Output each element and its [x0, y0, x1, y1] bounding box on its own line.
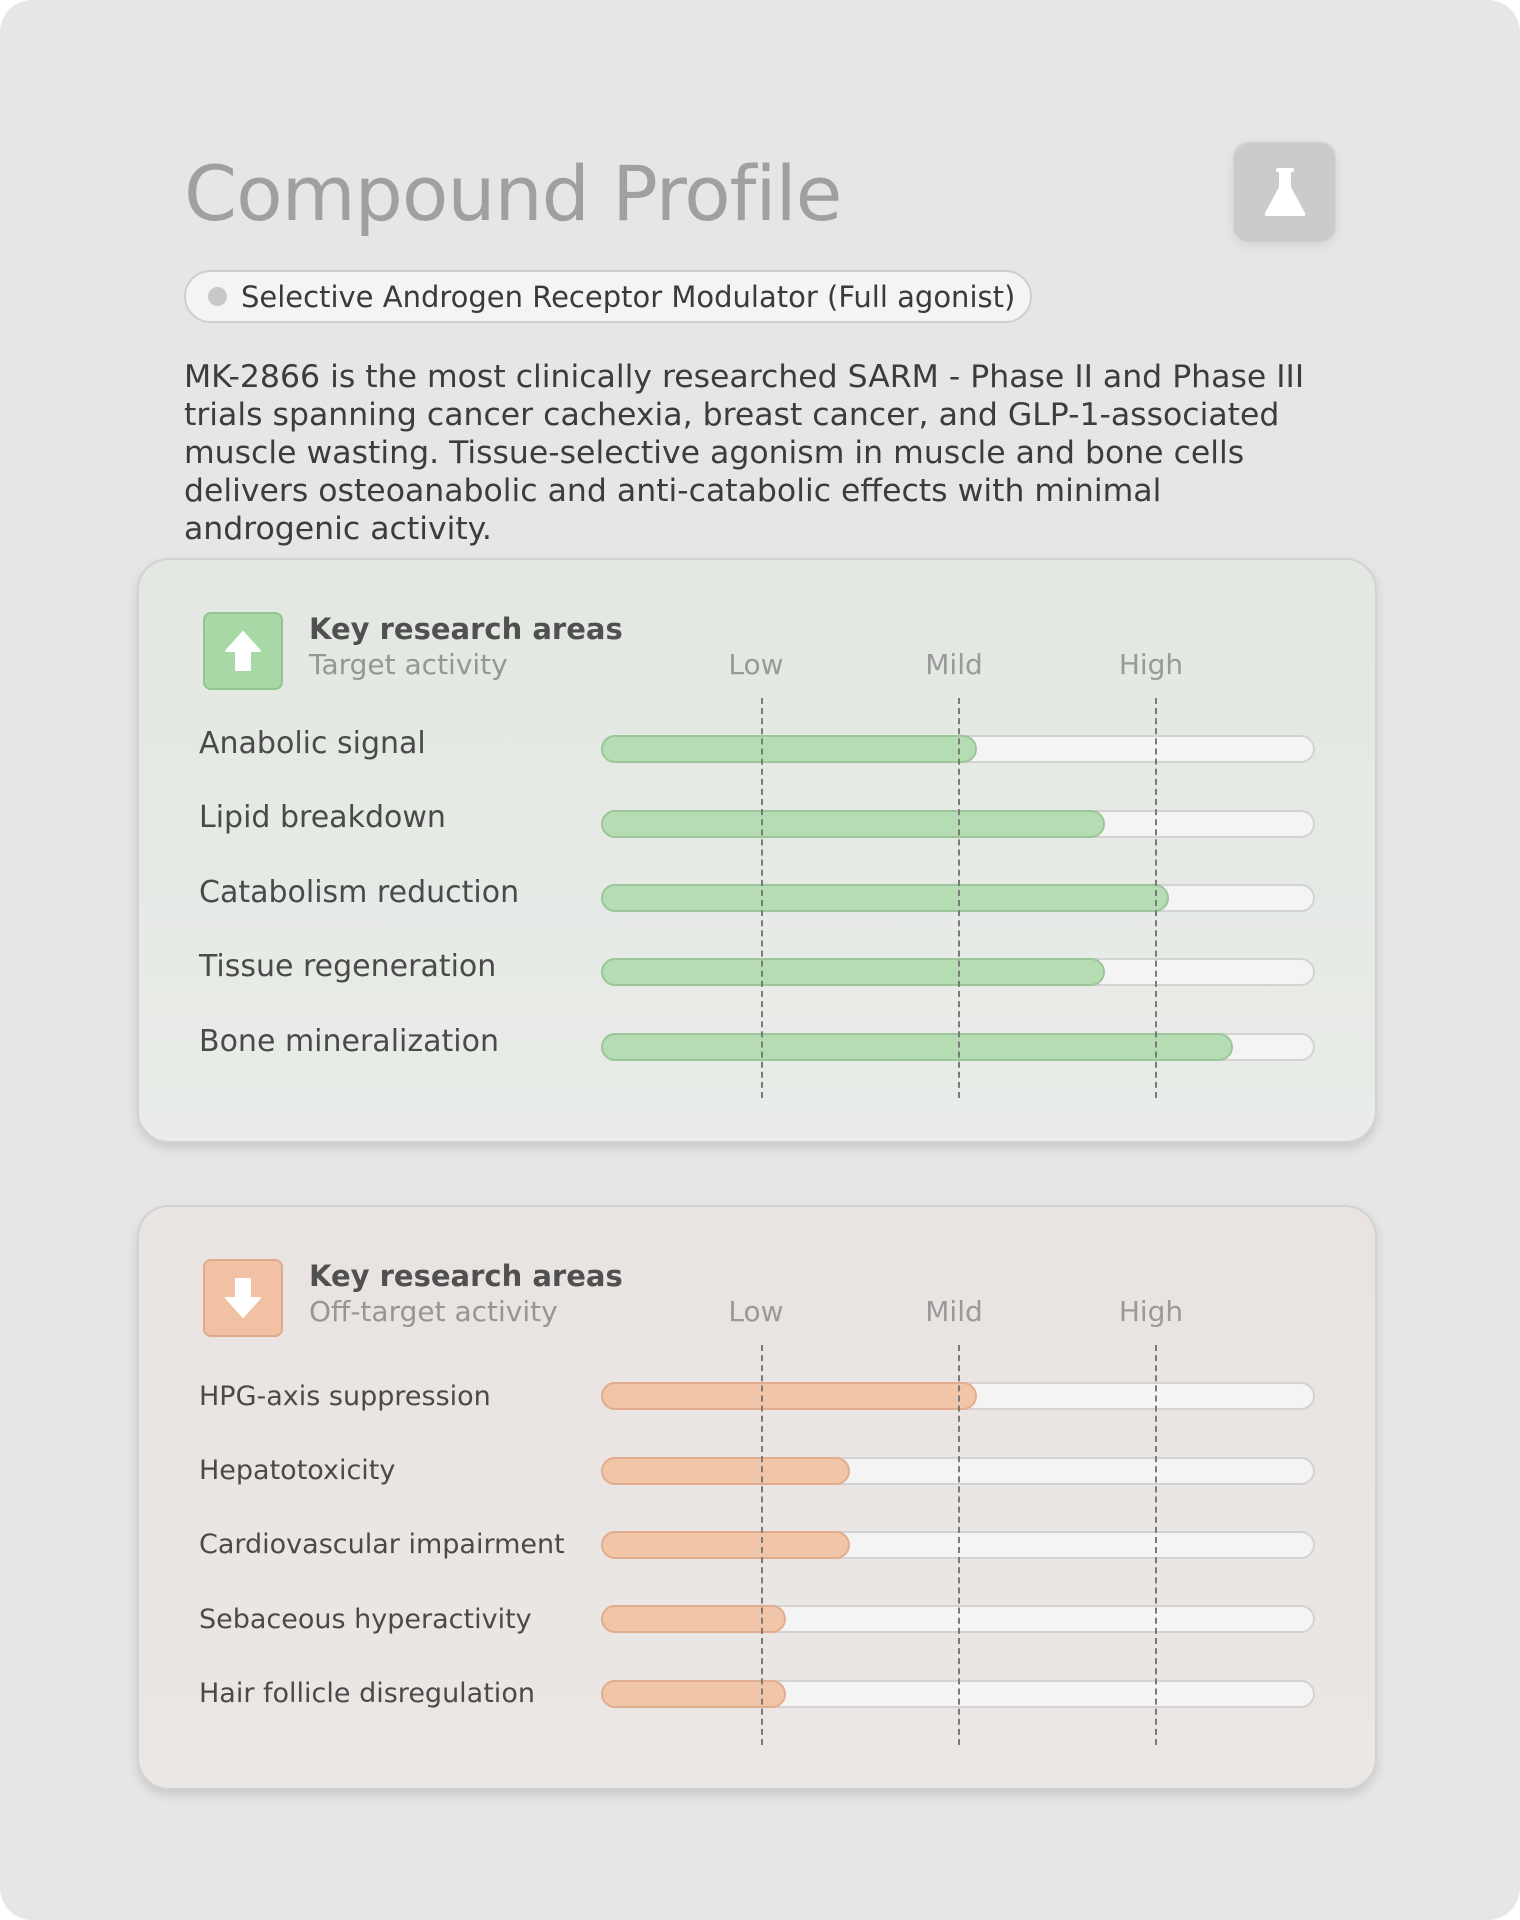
arrow-down-icon: [225, 1278, 261, 1318]
scale-label-low: Low: [728, 648, 784, 681]
activity-fill: [601, 735, 978, 763]
activity-label: Hepatotoxicity: [199, 1455, 396, 1486]
off-target-activity-card: Key research areas Off-target activity L…: [137, 1205, 1377, 1790]
target-activity-card: Key research areas Target activity Low M…: [137, 558, 1377, 1143]
activity-fill: [601, 1531, 850, 1559]
flask-icon-tile: [1233, 141, 1336, 242]
scale-label-mild: Mild: [925, 1295, 983, 1328]
scale-label-low: Low: [728, 1295, 784, 1328]
scale-line-high: [1155, 698, 1157, 1098]
activity-fill: [601, 958, 1106, 986]
scale-line-low: [761, 1345, 763, 1745]
activity-fill: [601, 884, 1169, 912]
scale-label-high: High: [1118, 1295, 1184, 1328]
page-title: Compound Profile: [184, 149, 842, 238]
scale-label-mild: Mild: [925, 648, 983, 681]
scale-line-mild: [958, 1345, 960, 1745]
flask-icon: [1264, 167, 1305, 216]
activity-label: Lipid breakdown: [199, 800, 446, 835]
activity-fill: [601, 810, 1106, 838]
scale-line-low: [761, 698, 763, 1098]
classification-label: Selective Androgen Receptor Modulator (F…: [241, 279, 1016, 314]
off-target-icon-tile: [203, 1259, 283, 1337]
activity-fill: [601, 1033, 1233, 1061]
activity-label: Catabolism reduction: [199, 875, 520, 910]
activity-label: Cardiovascular impairment: [199, 1529, 565, 1560]
card-subheading: Off-target activity: [309, 1295, 558, 1328]
activity-label: Hair follicle disregulation: [199, 1678, 535, 1709]
activity-label: Sebaceous hyperactivity: [199, 1604, 532, 1635]
activity-label: Bone mineralization: [199, 1024, 499, 1059]
card-heading: Key research areas: [309, 612, 623, 646]
card-heading: Key research areas: [309, 1259, 623, 1293]
badge-dot: [208, 287, 227, 306]
scale-line-high: [1155, 1345, 1157, 1745]
activity-fill: [601, 1605, 786, 1633]
classification-badge: Selective Androgen Receptor Modulator (F…: [184, 270, 1032, 323]
scale-line-mild: [958, 698, 960, 1098]
card-subheading: Target activity: [309, 648, 508, 681]
activity-fill: [601, 1382, 978, 1410]
compound-description: MK-2866 is the most clinically researche…: [184, 359, 1305, 547]
target-icon-tile: [203, 612, 283, 690]
activity-label: HPG-axis suppression: [199, 1381, 491, 1412]
activity-label: Anabolic signal: [199, 726, 426, 761]
activity-fill: [601, 1457, 850, 1485]
scale-label-high: High: [1118, 648, 1184, 681]
activity-fill: [601, 1680, 786, 1708]
activity-label: Tissue regeneration: [199, 949, 497, 984]
arrow-up-icon: [225, 631, 261, 671]
